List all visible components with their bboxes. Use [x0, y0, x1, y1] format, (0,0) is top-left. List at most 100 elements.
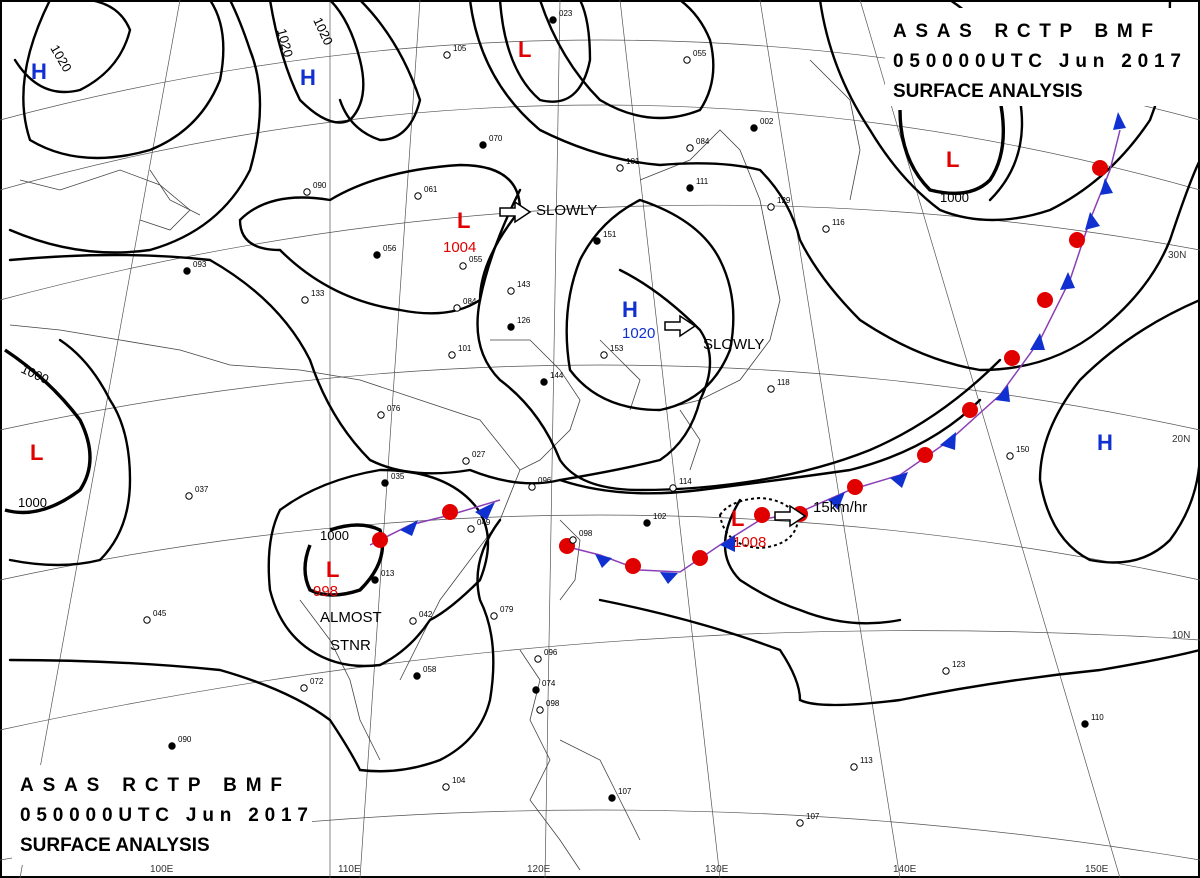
isobar-label: 1000 [940, 190, 969, 205]
station-marker [796, 819, 804, 827]
warm-front-bump [442, 504, 458, 520]
low-pressure: 998 [313, 583, 338, 600]
lat-tick: 10N [1172, 630, 1190, 641]
station-pressure: 096 [544, 648, 558, 657]
warm-front-bump [917, 447, 933, 463]
station-pressure: 153 [610, 344, 624, 353]
station-pressure: 111 [696, 177, 709, 186]
station-marker [301, 296, 309, 304]
low-center: L [731, 506, 744, 531]
station-marker [850, 763, 858, 771]
station-marker [767, 203, 775, 211]
station-pressure: 074 [542, 679, 556, 688]
station-marker [413, 672, 421, 680]
station-marker [750, 124, 758, 132]
lon-tick: 150E [1085, 864, 1109, 875]
high-pressure: 1020 [622, 325, 655, 342]
cold-front-barb [595, 554, 612, 568]
movement-note: 15km/hr [813, 499, 867, 516]
lat-tick: 30N [1168, 250, 1186, 261]
station-marker [371, 576, 379, 584]
station-pressure: 072 [310, 677, 324, 686]
station-pressure: 090 [178, 735, 192, 744]
station-marker [528, 483, 536, 491]
station-marker [616, 164, 624, 172]
station-marker [462, 457, 470, 465]
station-pressure: 049 [477, 518, 491, 527]
station-marker [448, 351, 456, 359]
low-center: L [518, 37, 531, 62]
station-pressure: 098 [546, 699, 560, 708]
isobar-label: 1000 [18, 495, 47, 510]
station-marker [467, 525, 475, 533]
station-marker [600, 351, 608, 359]
high-center: H [31, 59, 47, 84]
isobar-label: 1020 [274, 27, 296, 59]
warm-front-bump [1092, 160, 1108, 176]
cold-front-triangles [400, 112, 1126, 584]
station-pressure: 126 [517, 316, 531, 325]
station-marker [490, 612, 498, 620]
low-pressure: 1008 [733, 534, 766, 551]
station-marker [532, 686, 540, 694]
cold-front-barb [720, 535, 735, 552]
cold-front-barb [1030, 333, 1045, 350]
front-line [369, 129, 1121, 573]
station-pressure: 105 [453, 44, 467, 53]
station-pressure: 055 [469, 255, 483, 264]
header-subtitle: SURFACE ANALYSIS [893, 81, 1083, 102]
header-subtitle: SURFACE ANALYSIS [20, 835, 210, 856]
movement-arrow [499, 200, 532, 224]
station-pressure: 023 [559, 9, 573, 18]
station-pressure: 118 [777, 378, 790, 387]
cold-front-barb [1060, 272, 1075, 290]
longitude-labels: 100E 110E 120E 130E 140E 150E [150, 864, 1109, 875]
station-marker [143, 616, 151, 624]
station-marker [414, 192, 422, 200]
station-marker [185, 492, 193, 500]
station-pressure: 150 [1016, 445, 1030, 454]
station-pressure: 055 [693, 49, 707, 58]
station-pressure: 035 [391, 472, 405, 481]
station-pressure: 002 [760, 117, 774, 126]
movement-arrows [499, 200, 807, 528]
warm-front-bump [962, 402, 978, 418]
stationary-note: ALMOST [320, 609, 382, 626]
station-pressure: 101 [458, 344, 472, 353]
station-pressure: 013 [381, 569, 395, 578]
lon-tick: 120E [527, 864, 551, 875]
station-marker [549, 16, 557, 24]
pressure-centers: L L 1004 L L L 998 L 1008 H H H 1020 H [30, 37, 1113, 600]
station-marker [593, 237, 601, 245]
station-marker [669, 484, 677, 492]
station-pressure: 084 [463, 297, 477, 306]
lon-tick: 140E [893, 864, 917, 875]
station-marker [459, 262, 467, 270]
cold-front-barb [1113, 112, 1126, 130]
station-plots: 023 105 055 002 084 101 111 129 116 070 061 090 056 0… [143, 9, 1104, 827]
station-marker [507, 287, 515, 295]
station-pressure: 027 [472, 450, 486, 459]
station-marker [686, 144, 694, 152]
station-marker [373, 251, 381, 259]
cold-front-barb [660, 572, 678, 584]
station-pressure: 084 [696, 137, 710, 146]
station-marker [686, 184, 694, 192]
warm-front-bump [625, 558, 641, 574]
station-pressure: 093 [193, 260, 207, 269]
station-pressure: 037 [195, 485, 209, 494]
station-pressure: 056 [383, 244, 397, 253]
station-marker [540, 378, 548, 386]
cold-front-barb [1100, 178, 1113, 195]
movement-arrow [664, 314, 697, 338]
station-marker [1081, 720, 1089, 728]
station-pressure: 143 [517, 280, 531, 289]
stationary-note: STNR [330, 637, 371, 654]
station-pressure: 061 [424, 185, 438, 194]
station-marker [683, 56, 691, 64]
station-marker [409, 617, 417, 625]
station-pressure: 076 [387, 404, 401, 413]
low-center: L [946, 147, 959, 172]
station-marker [608, 794, 616, 802]
